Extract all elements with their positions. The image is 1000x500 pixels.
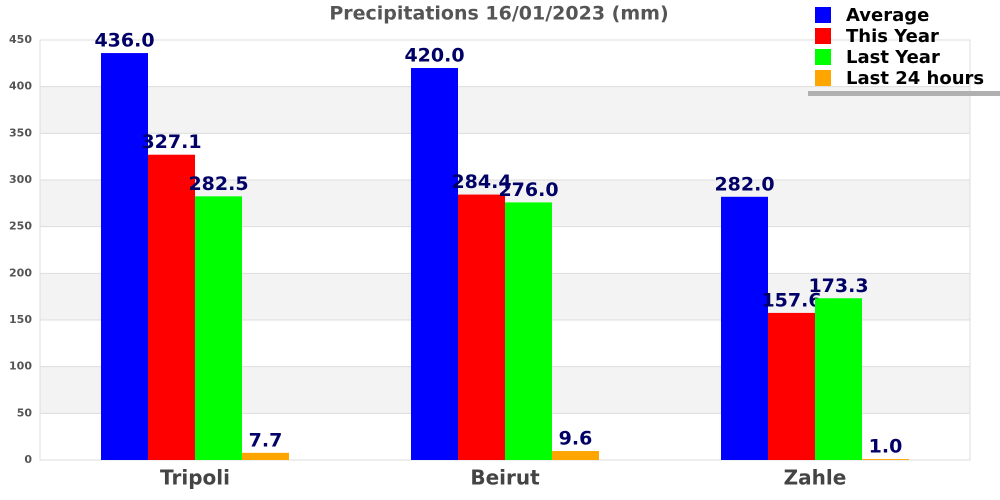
value-label: 1.0 bbox=[869, 436, 903, 458]
x-tick-label: Beirut bbox=[470, 466, 540, 490]
legend-label: Average bbox=[846, 5, 929, 26]
value-label: 282.5 bbox=[188, 173, 248, 195]
bar bbox=[862, 459, 909, 460]
legend-underline bbox=[808, 91, 1000, 96]
bar bbox=[552, 451, 599, 460]
bar bbox=[195, 196, 242, 461]
y-tick-label: 150 bbox=[9, 313, 32, 326]
bar bbox=[242, 452, 289, 460]
bar bbox=[411, 68, 458, 460]
legend-swatch bbox=[815, 7, 831, 23]
y-tick-label: 200 bbox=[9, 266, 32, 279]
bar bbox=[721, 196, 768, 461]
x-tick-label: Zahle bbox=[784, 466, 847, 490]
bar bbox=[768, 312, 815, 460]
y-tick-label: 300 bbox=[9, 173, 32, 186]
y-tick-label: 0 bbox=[24, 453, 32, 466]
value-label: 7.7 bbox=[249, 429, 283, 451]
legend-label: Last Year bbox=[846, 47, 940, 68]
legend-label: Last 24 hours bbox=[846, 68, 984, 89]
y-tick-label: 400 bbox=[9, 80, 32, 93]
legend-swatch bbox=[815, 70, 831, 86]
bar bbox=[458, 194, 505, 460]
legend-swatch bbox=[815, 28, 831, 44]
bar bbox=[101, 53, 148, 461]
value-label: 282.0 bbox=[714, 173, 774, 195]
bar bbox=[815, 298, 862, 460]
y-tick-label: 50 bbox=[17, 406, 33, 419]
value-label: 173.3 bbox=[808, 275, 868, 297]
y-tick-label: 250 bbox=[9, 220, 32, 233]
value-label: 436.0 bbox=[94, 30, 154, 52]
bar bbox=[505, 202, 552, 460]
y-tick-label: 100 bbox=[9, 360, 32, 373]
value-label: 327.1 bbox=[141, 131, 201, 153]
legend-swatch bbox=[815, 49, 831, 65]
value-label: 276.0 bbox=[498, 179, 558, 201]
y-tick-label: 350 bbox=[9, 126, 32, 139]
value-label: 157.6 bbox=[761, 289, 821, 311]
legend-label: This Year bbox=[846, 26, 939, 47]
x-tick-label: Tripoli bbox=[160, 466, 230, 490]
chart-title: Precipitations 16/01/2023 (mm) bbox=[329, 3, 668, 25]
value-label: 284.4 bbox=[451, 171, 511, 193]
value-label: 9.6 bbox=[559, 428, 593, 450]
y-tick-label: 450 bbox=[9, 33, 32, 46]
value-label: 420.0 bbox=[404, 45, 464, 67]
bar bbox=[148, 154, 195, 460]
